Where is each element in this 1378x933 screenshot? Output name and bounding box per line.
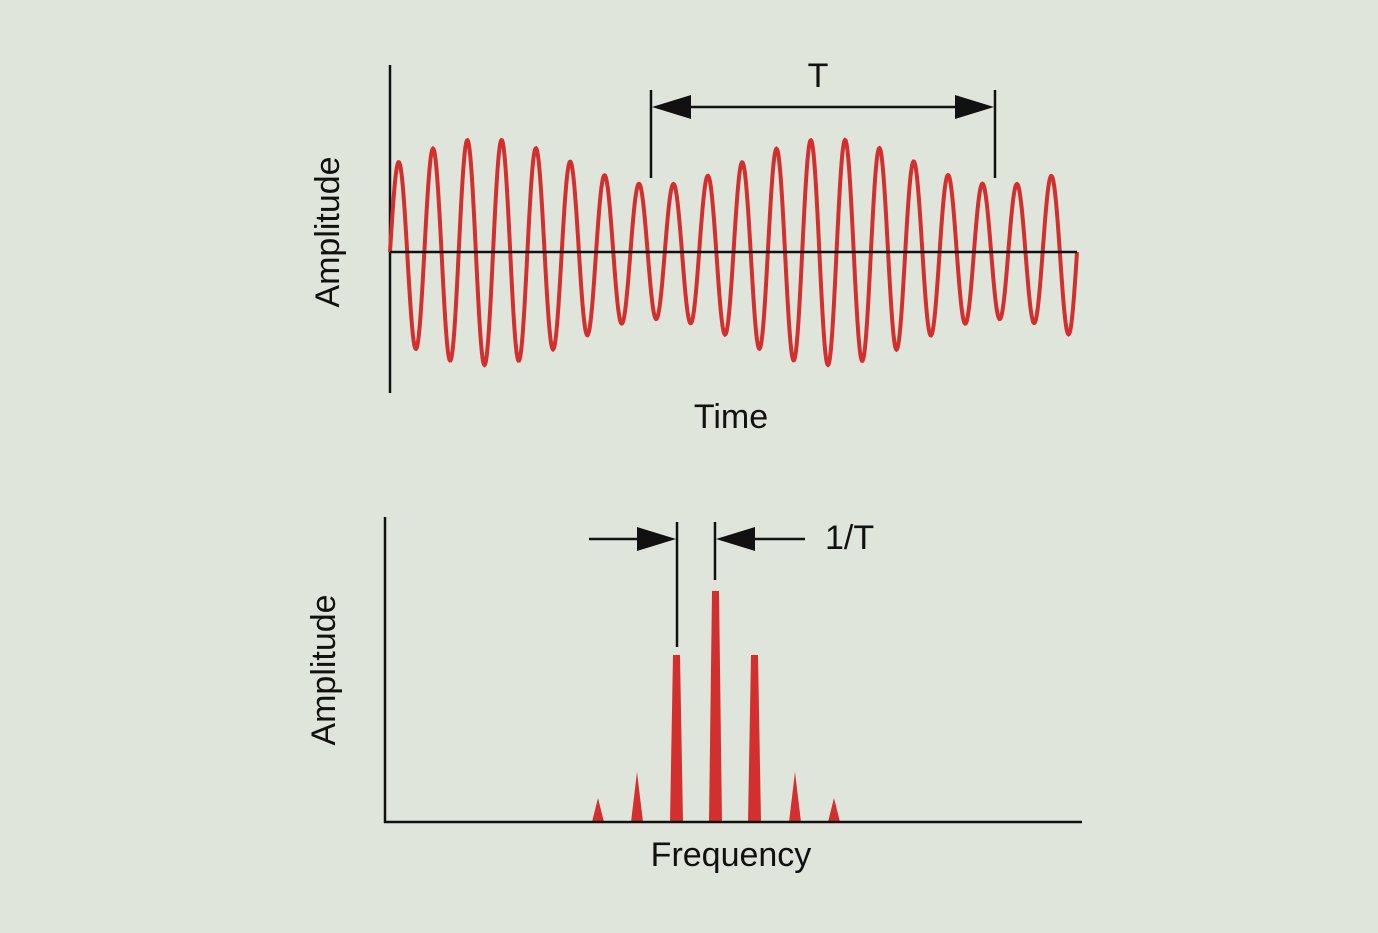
spectral-line <box>748 655 761 822</box>
spectral-line <box>789 772 801 822</box>
x-axis-label: Frequency <box>651 836 812 874</box>
arrowhead <box>637 527 676 551</box>
spectral-line <box>631 772 643 822</box>
arrowhead <box>652 95 691 119</box>
y-axis-label: Amplitude <box>305 594 343 745</box>
x-axis-label: Time <box>694 398 768 436</box>
spacing-label: 1/T <box>825 519 874 557</box>
arrowhead <box>716 527 755 551</box>
spectral-line <box>592 798 604 822</box>
y-axis-label: Amplitude <box>309 156 347 307</box>
arrowhead <box>955 95 994 119</box>
spectral-line <box>670 655 683 822</box>
spectral-line <box>828 798 840 822</box>
time-panel: T Time Amplitude <box>309 57 1079 436</box>
spectral-line <box>709 591 722 822</box>
frequency-panel: 1/T Frequency Amplitude <box>305 517 1082 874</box>
period-label: T <box>808 57 829 95</box>
